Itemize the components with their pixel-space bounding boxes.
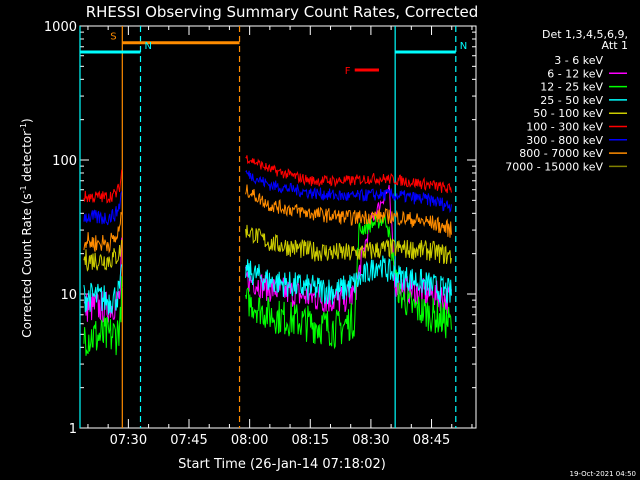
y-label-superscript: -1 [19,123,28,131]
series-trace-line [245,224,452,264]
legend-label: 800 - 7000 keV [519,147,603,160]
y-axis-label: Corrected Count Rate (s-1 detector-1) [19,118,34,337]
x-tick-label: 08:00 [231,433,268,448]
series-trace-line [83,264,123,315]
series-trace-line [245,255,452,305]
series-trace-line [245,184,452,238]
y-label-part: ) [20,118,34,123]
flag-label: N [144,41,151,52]
flag-label: S [110,32,116,43]
plot-area: 1 10 100 1000 07:30 07:45 08:00 08:15 08:30 08:45… [44,20,477,448]
legend-label: 25 - 50 keV [540,94,603,107]
y-tick-label: 10 [60,288,77,303]
series-trace-line [83,169,123,204]
x-tick-label: 08:45 [413,433,450,448]
series-trace-line [245,169,452,213]
legend-header: Att 1 [602,39,628,52]
legend-label: 12 - 25 keV [540,81,603,94]
y-tick-label: 1 [69,422,77,437]
x-tick-label: 08:15 [292,433,329,448]
legend-label: 50 - 100 keV [533,107,603,120]
x-tick-label: 08:30 [352,433,389,448]
legend-label: 7000 - 15000 keV [505,160,603,173]
footer-timestamp: 19-Oct-2021 04:50 [570,470,636,478]
y-tick-label: 1000 [44,20,77,35]
series-traces [83,155,452,356]
legend-label: 6 - 12 keV [547,67,603,80]
observing-flags: S N N F [80,32,467,77]
x-axis-label: Start Time (26-Jan-14 07:18:02) [178,457,386,472]
flag-label: F [345,66,351,77]
chart-title: RHESSI Observing Summary Count Rates, Co… [86,3,479,21]
series-trace-line [83,191,123,226]
legend-label: 100 - 300 keV [526,121,603,134]
y-label-superscript: -1 [19,185,28,193]
y-label-part: Corrected Count Rate (s [20,193,34,337]
x-tick-label: 07:30 [110,433,147,448]
series-trace-line [83,211,123,254]
flag-label: N [460,41,467,52]
series-trace-line [245,213,452,350]
legend-header: Det 1,3,4,5,6,9, [542,28,628,41]
legend-label: 300 - 800 keV [526,134,603,147]
x-tick-label: 07:45 [170,433,207,448]
series-trace-line [83,239,123,272]
legend-label: 3 - 6 keV [554,54,603,67]
series-trace-line [245,155,452,194]
x-ticks: 07:30 07:45 08:00 08:15 08:30 08:45 [87,26,473,448]
y-tick-label: 100 [52,154,77,169]
y-label-part: detector [20,131,34,186]
series-trace-line [83,276,123,356]
